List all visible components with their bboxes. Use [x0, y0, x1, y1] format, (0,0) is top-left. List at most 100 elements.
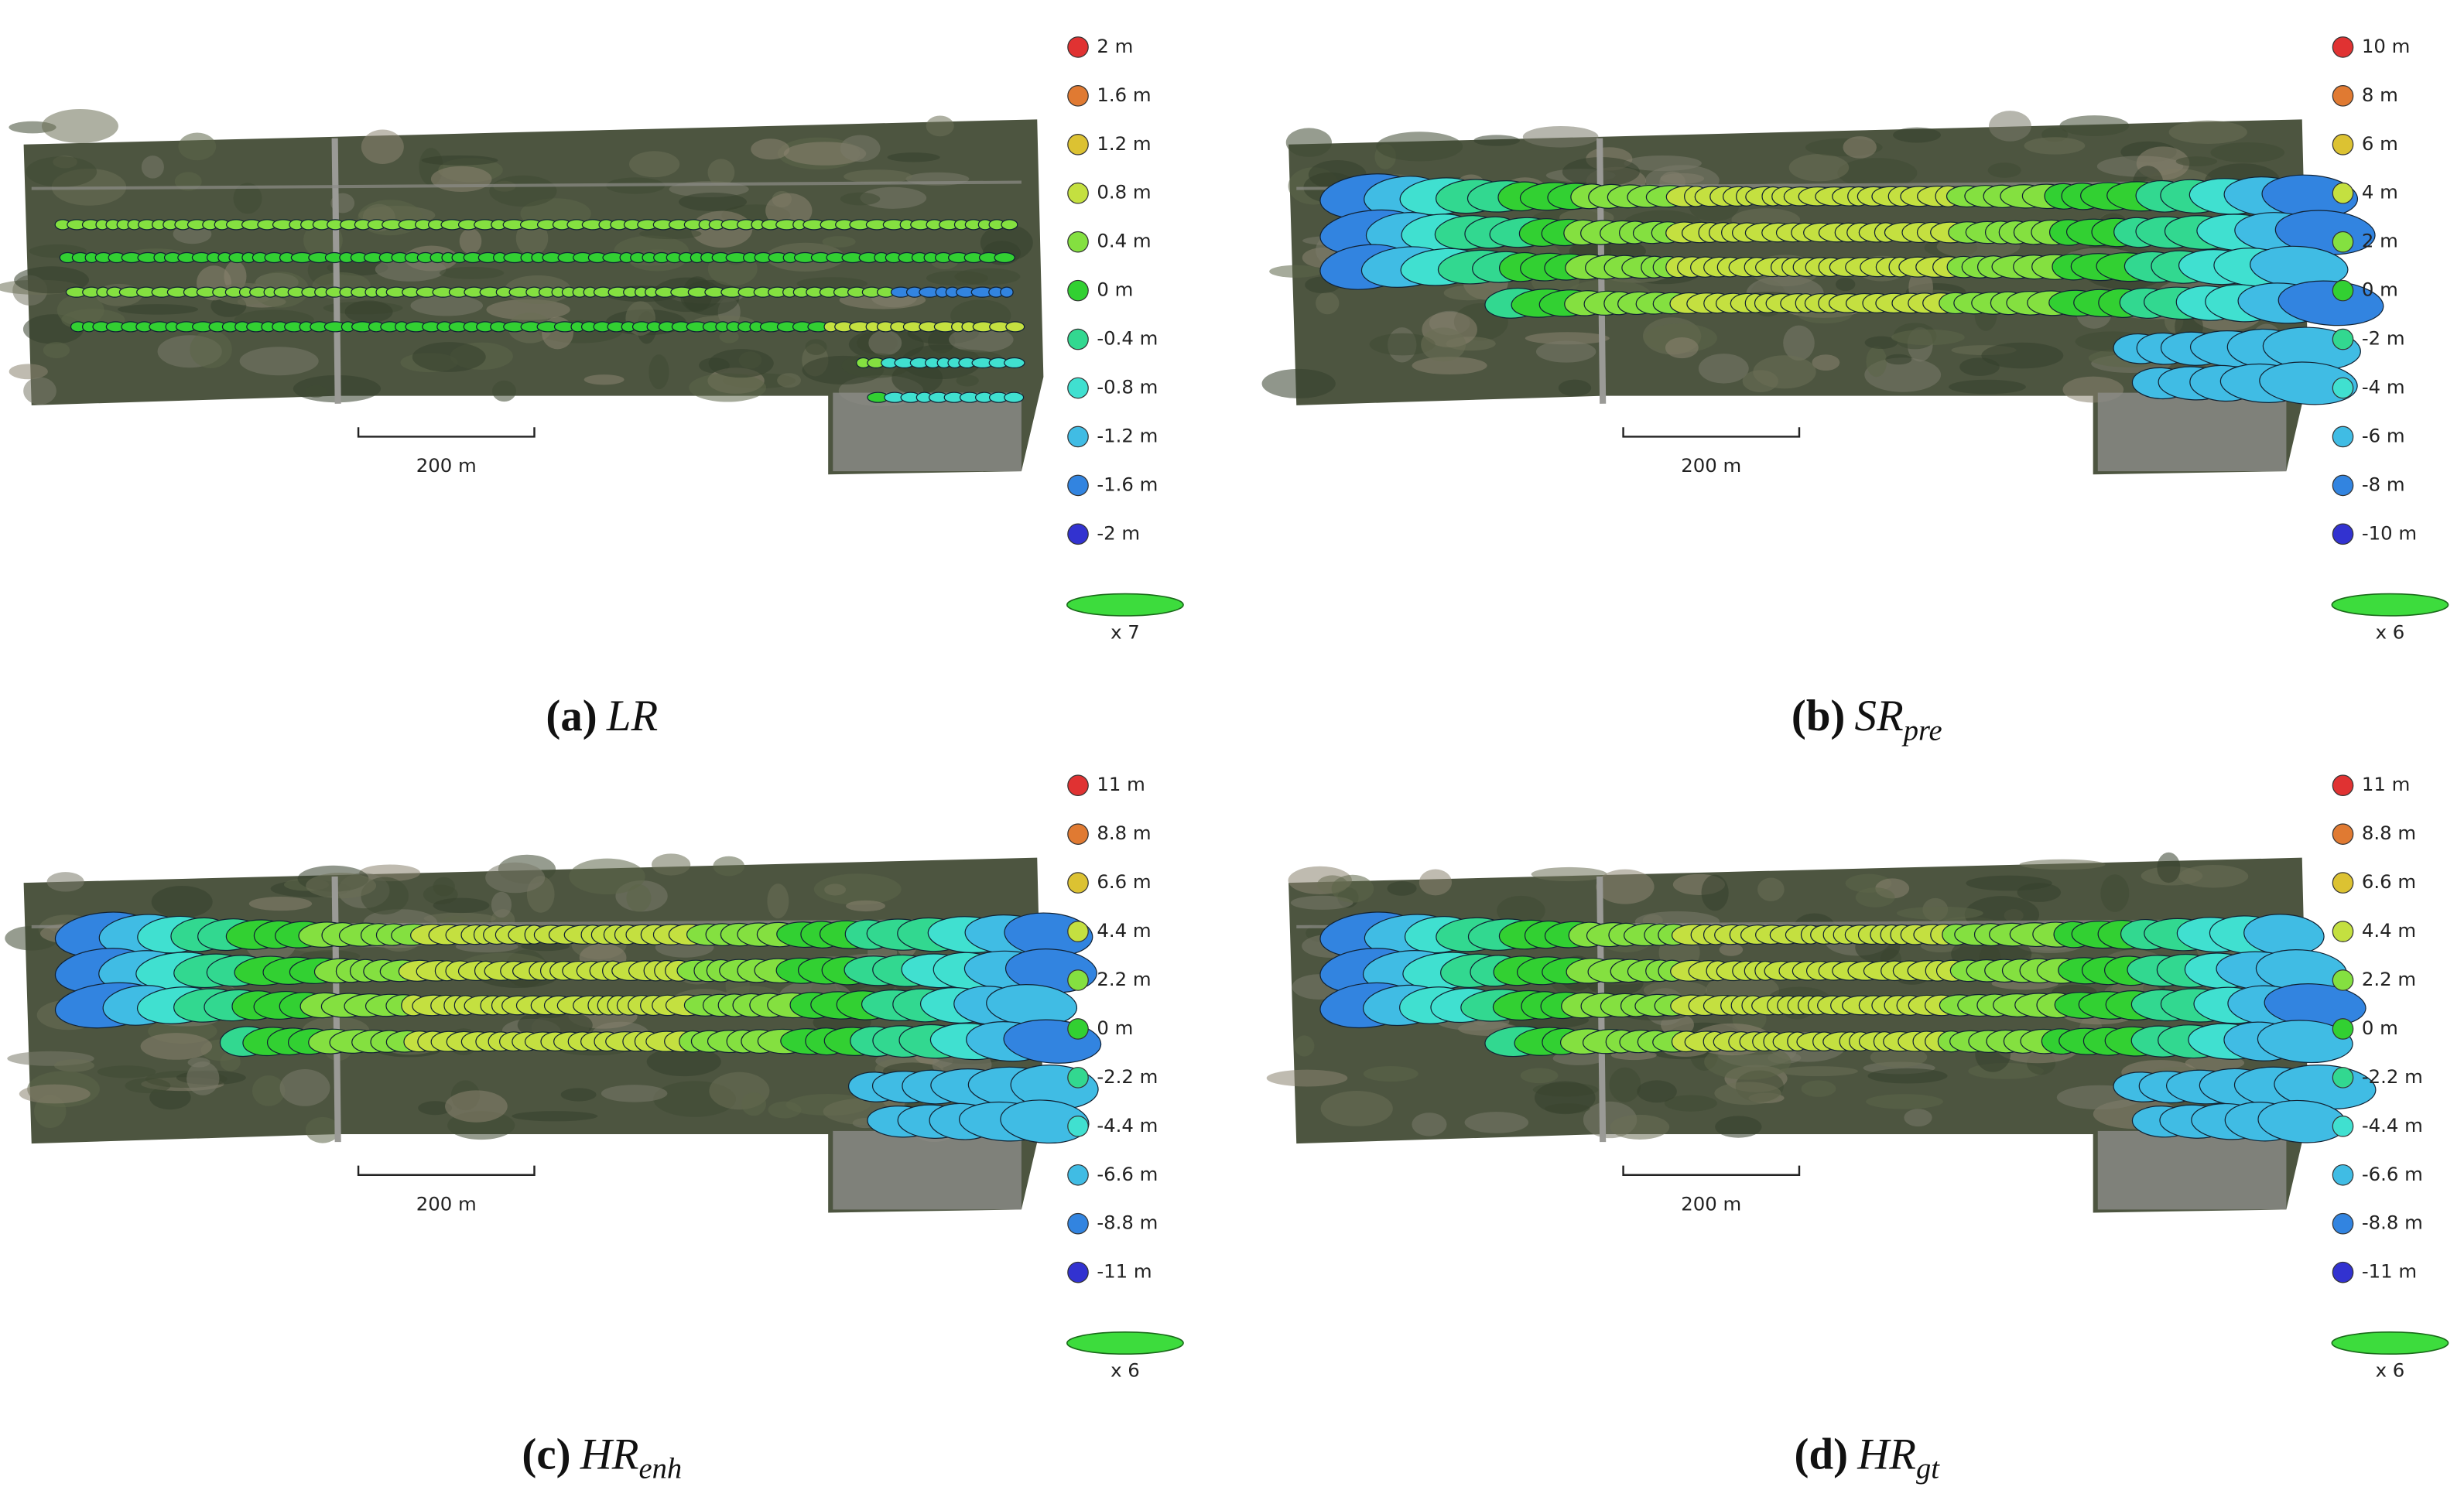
caption-sub: enh	[638, 1453, 682, 1485]
texture	[1363, 1065, 1419, 1082]
caption-label: (a)	[546, 692, 597, 740]
legend-swatch	[2332, 279, 2354, 302]
legend-swatch	[2332, 328, 2354, 350]
legend-swatch	[1067, 921, 1089, 942]
texture	[713, 856, 745, 877]
texture	[1757, 877, 1785, 901]
error-ellipse	[1000, 1099, 1090, 1144]
texture	[777, 373, 801, 388]
legend-swatch	[2332, 85, 2354, 107]
scale-bar-label: 200 m	[416, 454, 477, 477]
texture	[1698, 354, 1749, 384]
texture	[433, 897, 490, 914]
legend-swatch	[2332, 823, 2354, 845]
texture	[178, 132, 217, 161]
legend-label: 6.6 m	[1097, 870, 1151, 893]
texture	[459, 228, 482, 255]
legend-swatch	[2332, 1212, 2354, 1235]
error-ellipse	[2277, 280, 2384, 326]
texture	[279, 1069, 330, 1106]
legend-label: -1.2 m	[1097, 424, 1158, 446]
texture	[1867, 1068, 1948, 1084]
texture	[515, 220, 549, 256]
texture	[844, 169, 912, 184]
legend-label: -8.8 m	[1097, 1212, 1158, 1234]
texture	[926, 115, 954, 137]
texture	[840, 135, 881, 162]
texture	[639, 228, 702, 240]
legend-label: -4.4 m	[2362, 1114, 2423, 1136]
error-ellipse	[1001, 219, 1018, 231]
legend-swatch	[2332, 474, 2354, 497]
texture	[2059, 115, 2130, 136]
caption: (a) LR	[546, 692, 658, 740]
texture	[1788, 154, 1850, 182]
ellipse-scale-label: x 6	[1111, 1359, 1140, 1382]
texture	[252, 1075, 286, 1106]
ellipse-scale	[2331, 1331, 2449, 1355]
texture	[1714, 1082, 1781, 1106]
legend-label: 2 m	[1097, 35, 1133, 57]
texture	[421, 155, 498, 166]
ellipse-scale-label: x 6	[2376, 1359, 2405, 1382]
texture	[646, 1047, 721, 1077]
legend-swatch	[1067, 1164, 1089, 1186]
legend-swatch	[2332, 969, 2354, 991]
legend-label: 0.8 m	[1097, 181, 1151, 203]
texture	[187, 1061, 220, 1095]
texture	[140, 1033, 213, 1060]
legend-label: 6 m	[2362, 132, 2398, 155]
legend-swatch	[1067, 1067, 1089, 1089]
scale-bar	[1622, 1165, 1801, 1176]
ellipse-scale	[2331, 593, 2449, 617]
legend-label: 0 m	[1097, 1017, 1133, 1039]
error-ellipse	[1005, 321, 1025, 333]
legend-label: -11 m	[1097, 1260, 1152, 1283]
texture	[430, 166, 492, 193]
texture	[649, 354, 669, 390]
caption-sub: gt	[1916, 1453, 1940, 1485]
legend-label: 1.2 m	[1097, 132, 1151, 155]
texture	[151, 885, 213, 918]
legend-label: 11 m	[2362, 773, 2410, 795]
scale-bar-label: 200 m	[416, 1192, 477, 1215]
legend-swatch	[1067, 1261, 1089, 1283]
legend-swatch	[1067, 328, 1089, 350]
scale-bar-label: 200 m	[1681, 454, 1741, 477]
beach	[833, 1130, 1022, 1210]
texture	[375, 257, 447, 282]
error-ellipses	[1319, 173, 2384, 405]
texture	[220, 1052, 241, 1071]
legend-swatch	[1067, 872, 1089, 894]
legend-label: -6.6 m	[2362, 1163, 2423, 1185]
texture	[679, 192, 748, 211]
texture	[239, 347, 319, 376]
legend-swatch	[1067, 1018, 1089, 1040]
texture	[305, 385, 327, 398]
texture	[327, 259, 388, 276]
texture	[1981, 342, 2064, 369]
ellipse-scale-label: x 7	[1111, 620, 1140, 643]
texture	[1949, 379, 2026, 395]
ellipse-scale-label: x 6	[2376, 620, 2405, 643]
texture	[628, 151, 680, 178]
texture	[418, 1101, 453, 1116]
texture	[1836, 278, 1856, 292]
texture	[926, 270, 988, 286]
error-ellipse	[2259, 361, 2358, 405]
legend-label: -11 m	[2362, 1260, 2417, 1283]
texture	[43, 342, 70, 359]
texture	[822, 236, 856, 248]
texture	[491, 380, 517, 402]
legend-swatch	[1067, 1116, 1089, 1137]
legend-label: -2 m	[1097, 521, 1140, 544]
texture	[1497, 895, 1545, 926]
legend-swatch	[1067, 279, 1089, 302]
texture	[486, 299, 570, 320]
error-ellipses	[54, 911, 1102, 1144]
texture	[9, 364, 48, 380]
texture	[805, 339, 827, 355]
legend-label: 4 m	[2362, 181, 2398, 203]
error-ellipses	[1319, 911, 2377, 1143]
